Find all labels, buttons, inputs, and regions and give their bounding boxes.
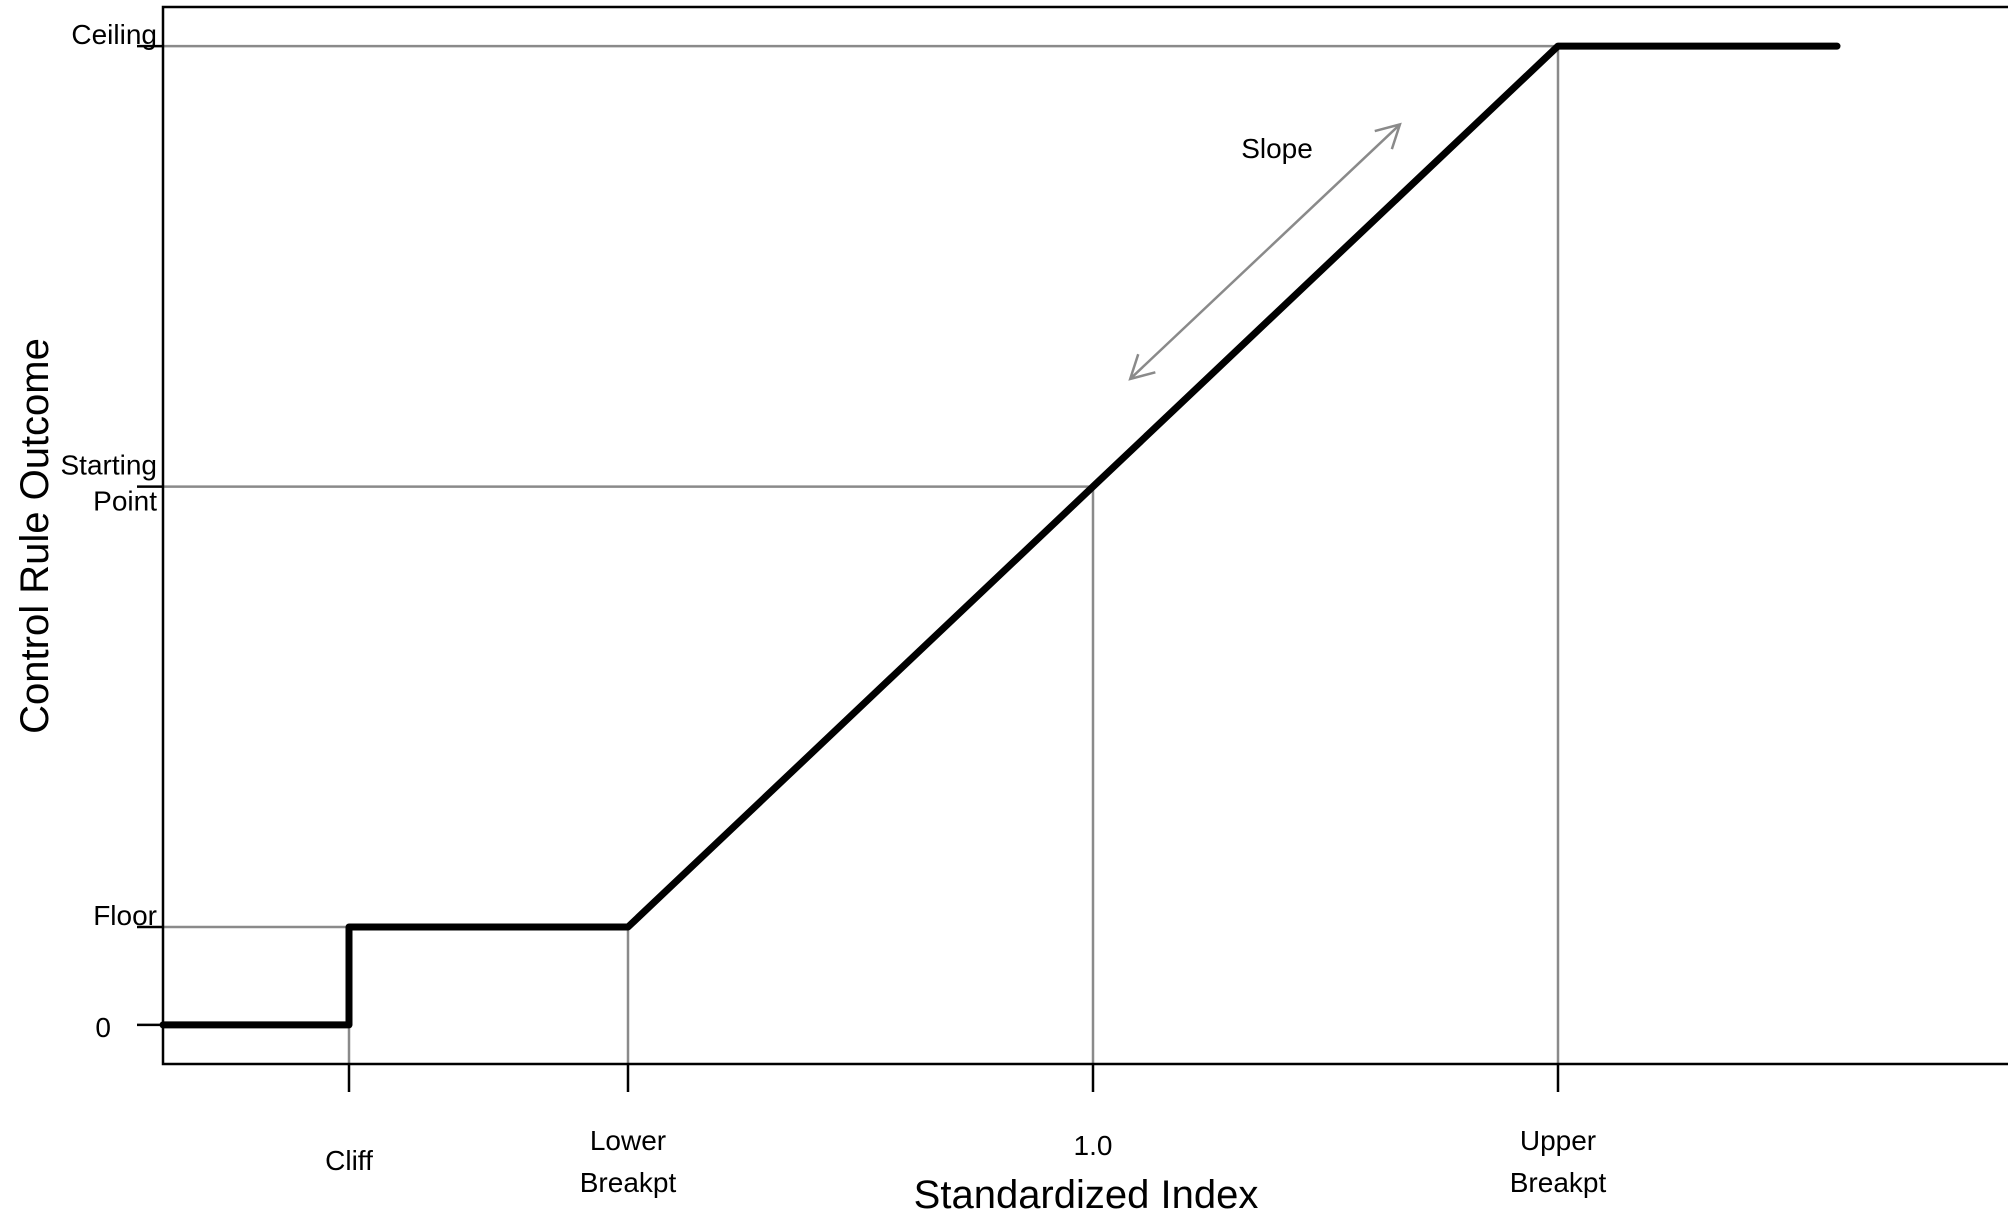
y-tick-label-floor: Floor — [93, 900, 157, 931]
x-tick-label-upper_breakpt: Breakpt — [1510, 1167, 1607, 1198]
x-axis-title: Standardized Index — [914, 1173, 1259, 1216]
y-tick-label-starting_point: Starting — [61, 450, 158, 481]
reference-lines — [163, 44, 1560, 1064]
slope-arrow-shaft — [1129, 123, 1401, 380]
control-rule-line — [159, 42, 1841, 1029]
slope-label: Slope — [1241, 133, 1313, 164]
x-tick-label-cliff: Cliff — [325, 1145, 373, 1176]
tick-labels: Cliff Lower Breakpt 1.0 Upper Breakpt 0 Floor St… — [61, 19, 1607, 1198]
x-tick-label-upper_breakpt: Upper — [1520, 1125, 1596, 1156]
y-tick-label-starting_point: Point — [93, 486, 157, 517]
y-axis-title: Control Rule Outcome — [13, 338, 57, 734]
slope-arrow-head-lower — [1128, 353, 1156, 381]
y-tick-label-zero: 0 — [95, 1012, 111, 1043]
axis-ticks — [137, 44, 1560, 1092]
slope-arrow-head-upper — [1374, 122, 1402, 150]
x-tick-label-one: 1.0 — [1074, 1130, 1113, 1161]
x-tick-label-lower_breakpt: Breakpt — [580, 1167, 677, 1198]
annotation-group: Slope — [1128, 122, 1402, 381]
x-tick-label-lower_breakpt: Lower — [590, 1125, 666, 1156]
y-tick-label-ceiling: Ceiling — [71, 19, 157, 50]
plot-frame — [161, 5, 2008, 1066]
series-group — [159, 42, 1841, 1029]
